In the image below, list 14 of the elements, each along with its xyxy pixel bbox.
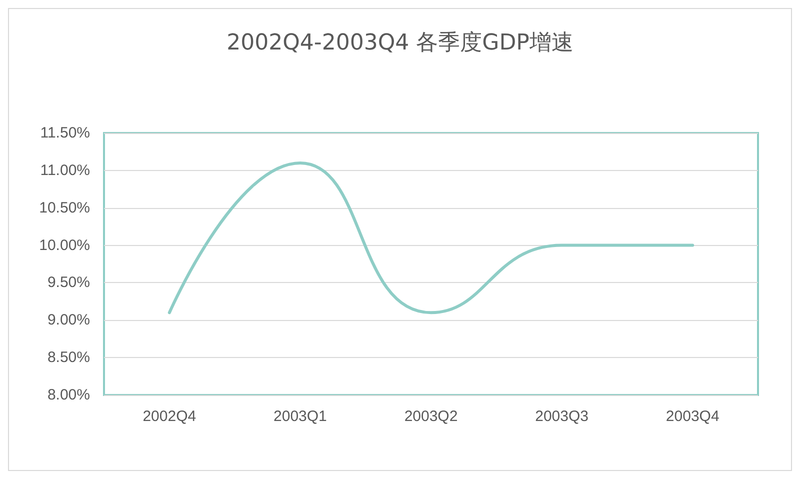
y-tick-label: 11.00% xyxy=(40,162,90,179)
y-tick-label: 8.50% xyxy=(47,349,90,366)
y-tick-label: 8.00% xyxy=(47,386,90,404)
y-tick-label: 9.00% xyxy=(47,312,90,329)
x-tick-label: 2003Q1 xyxy=(274,408,327,425)
y-tick-label: 10.00% xyxy=(39,236,90,254)
x-tick-label: 2003Q2 xyxy=(404,408,458,425)
x-tick-label: 2002Q4 xyxy=(142,408,196,425)
chart-title: 2002Q4-2003Q4 各季度GDP增速 xyxy=(226,30,574,56)
x-tick-label: 2003Q3 xyxy=(535,408,588,425)
y-tick-label: 9.50% xyxy=(47,274,90,292)
y-tick-label: 10.50% xyxy=(39,199,90,216)
x-tick-label: 2003Q4 xyxy=(666,408,720,425)
y-tick-label: 11.50% xyxy=(40,124,90,142)
